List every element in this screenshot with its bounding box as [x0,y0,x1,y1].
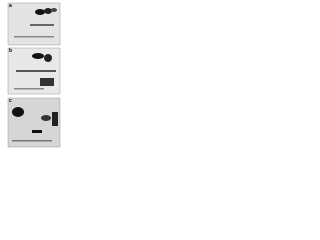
band [14,88,44,90]
band [35,9,45,15]
band [41,115,51,121]
panel-label: b [9,48,12,54]
panel-label: c [9,98,12,104]
band [52,112,58,126]
panel-label: a [9,3,12,9]
band [32,53,44,59]
band [14,36,54,38]
blot-panel: a [7,2,61,46]
band [12,140,52,142]
band [30,24,54,26]
figure: a b c [7,2,61,148]
band [32,130,42,133]
band [16,70,56,72]
band [44,54,52,62]
blot-panel: b [7,47,61,95]
band [44,8,52,14]
blot-panel: c [7,97,61,148]
blot-membrane [7,97,61,148]
band [51,8,57,12]
band [12,107,24,117]
band [40,78,54,86]
page: a b c (() => { const data = JSON.parse(d… [0,0,64,150]
